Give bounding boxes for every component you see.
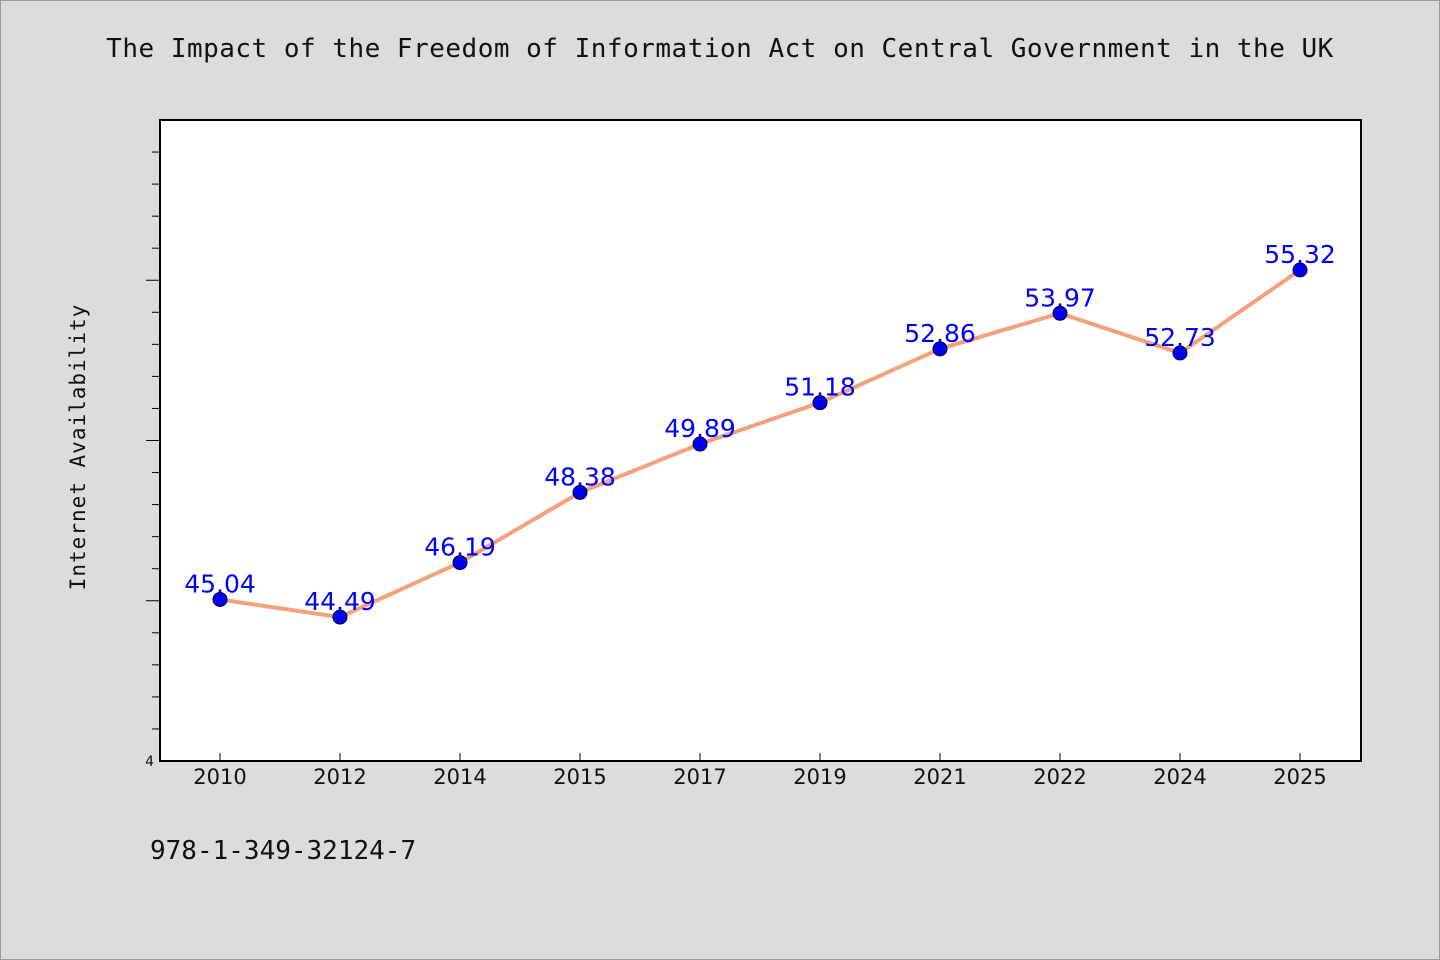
- x-tick-label: 2019: [793, 765, 846, 789]
- data-points: [212, 262, 1308, 625]
- data-point: [332, 609, 348, 625]
- data-point: [692, 436, 708, 452]
- data-point: [572, 484, 588, 500]
- x-tick-label: 2010: [193, 765, 246, 789]
- data-point: [452, 555, 468, 571]
- x-tick-label: 2021: [913, 765, 966, 789]
- series-line: [218, 267, 1302, 620]
- x-tick-label: 2012: [313, 765, 366, 789]
- x-tick-label: 2014: [433, 765, 486, 789]
- data-label: 45.04: [184, 569, 256, 598]
- data-point: [932, 341, 948, 357]
- data-label: 48.38: [544, 462, 616, 491]
- data-label: 52.86: [904, 319, 976, 348]
- data-label: 49.89: [664, 414, 736, 443]
- plot-area: [159, 119, 1362, 762]
- isbn-text: 978-1-349-32124-7: [150, 836, 417, 866]
- x-axis-ticks: 2010 2012 2014 2015 2017 2019 2021 2022 2024 2025: [193, 753, 1327, 789]
- data-point: [812, 395, 828, 411]
- x-tick-label: 2025: [1273, 765, 1326, 789]
- data-point: [212, 591, 228, 607]
- data-label: 44.49: [304, 587, 376, 616]
- data-label: 53.97: [1024, 283, 1096, 312]
- data-point: [1292, 262, 1308, 278]
- y-axis-ticks: 4: [145, 151, 160, 770]
- y-tick-label: 4: [145, 754, 154, 770]
- data-label: 55.32: [1264, 240, 1336, 269]
- data-label: 52.73: [1144, 323, 1216, 352]
- data-point: [1172, 345, 1188, 361]
- data-labels: 45.04 44.49 46.19 48.38 49.89 51.18 52.86 53.97…: [184, 240, 1336, 616]
- x-tick-label: 2015: [553, 765, 606, 789]
- data-point: [1052, 305, 1068, 321]
- data-label: 51.18: [784, 373, 856, 402]
- series-line-group: [218, 267, 1302, 620]
- chart-title: The Impact of the Freedom of Information…: [106, 34, 1334, 64]
- data-label: 46.19: [424, 533, 496, 562]
- x-tick-label: 2024: [1153, 765, 1206, 789]
- x-tick-label: 2022: [1033, 765, 1086, 789]
- x-tick-label: 2017: [673, 765, 726, 789]
